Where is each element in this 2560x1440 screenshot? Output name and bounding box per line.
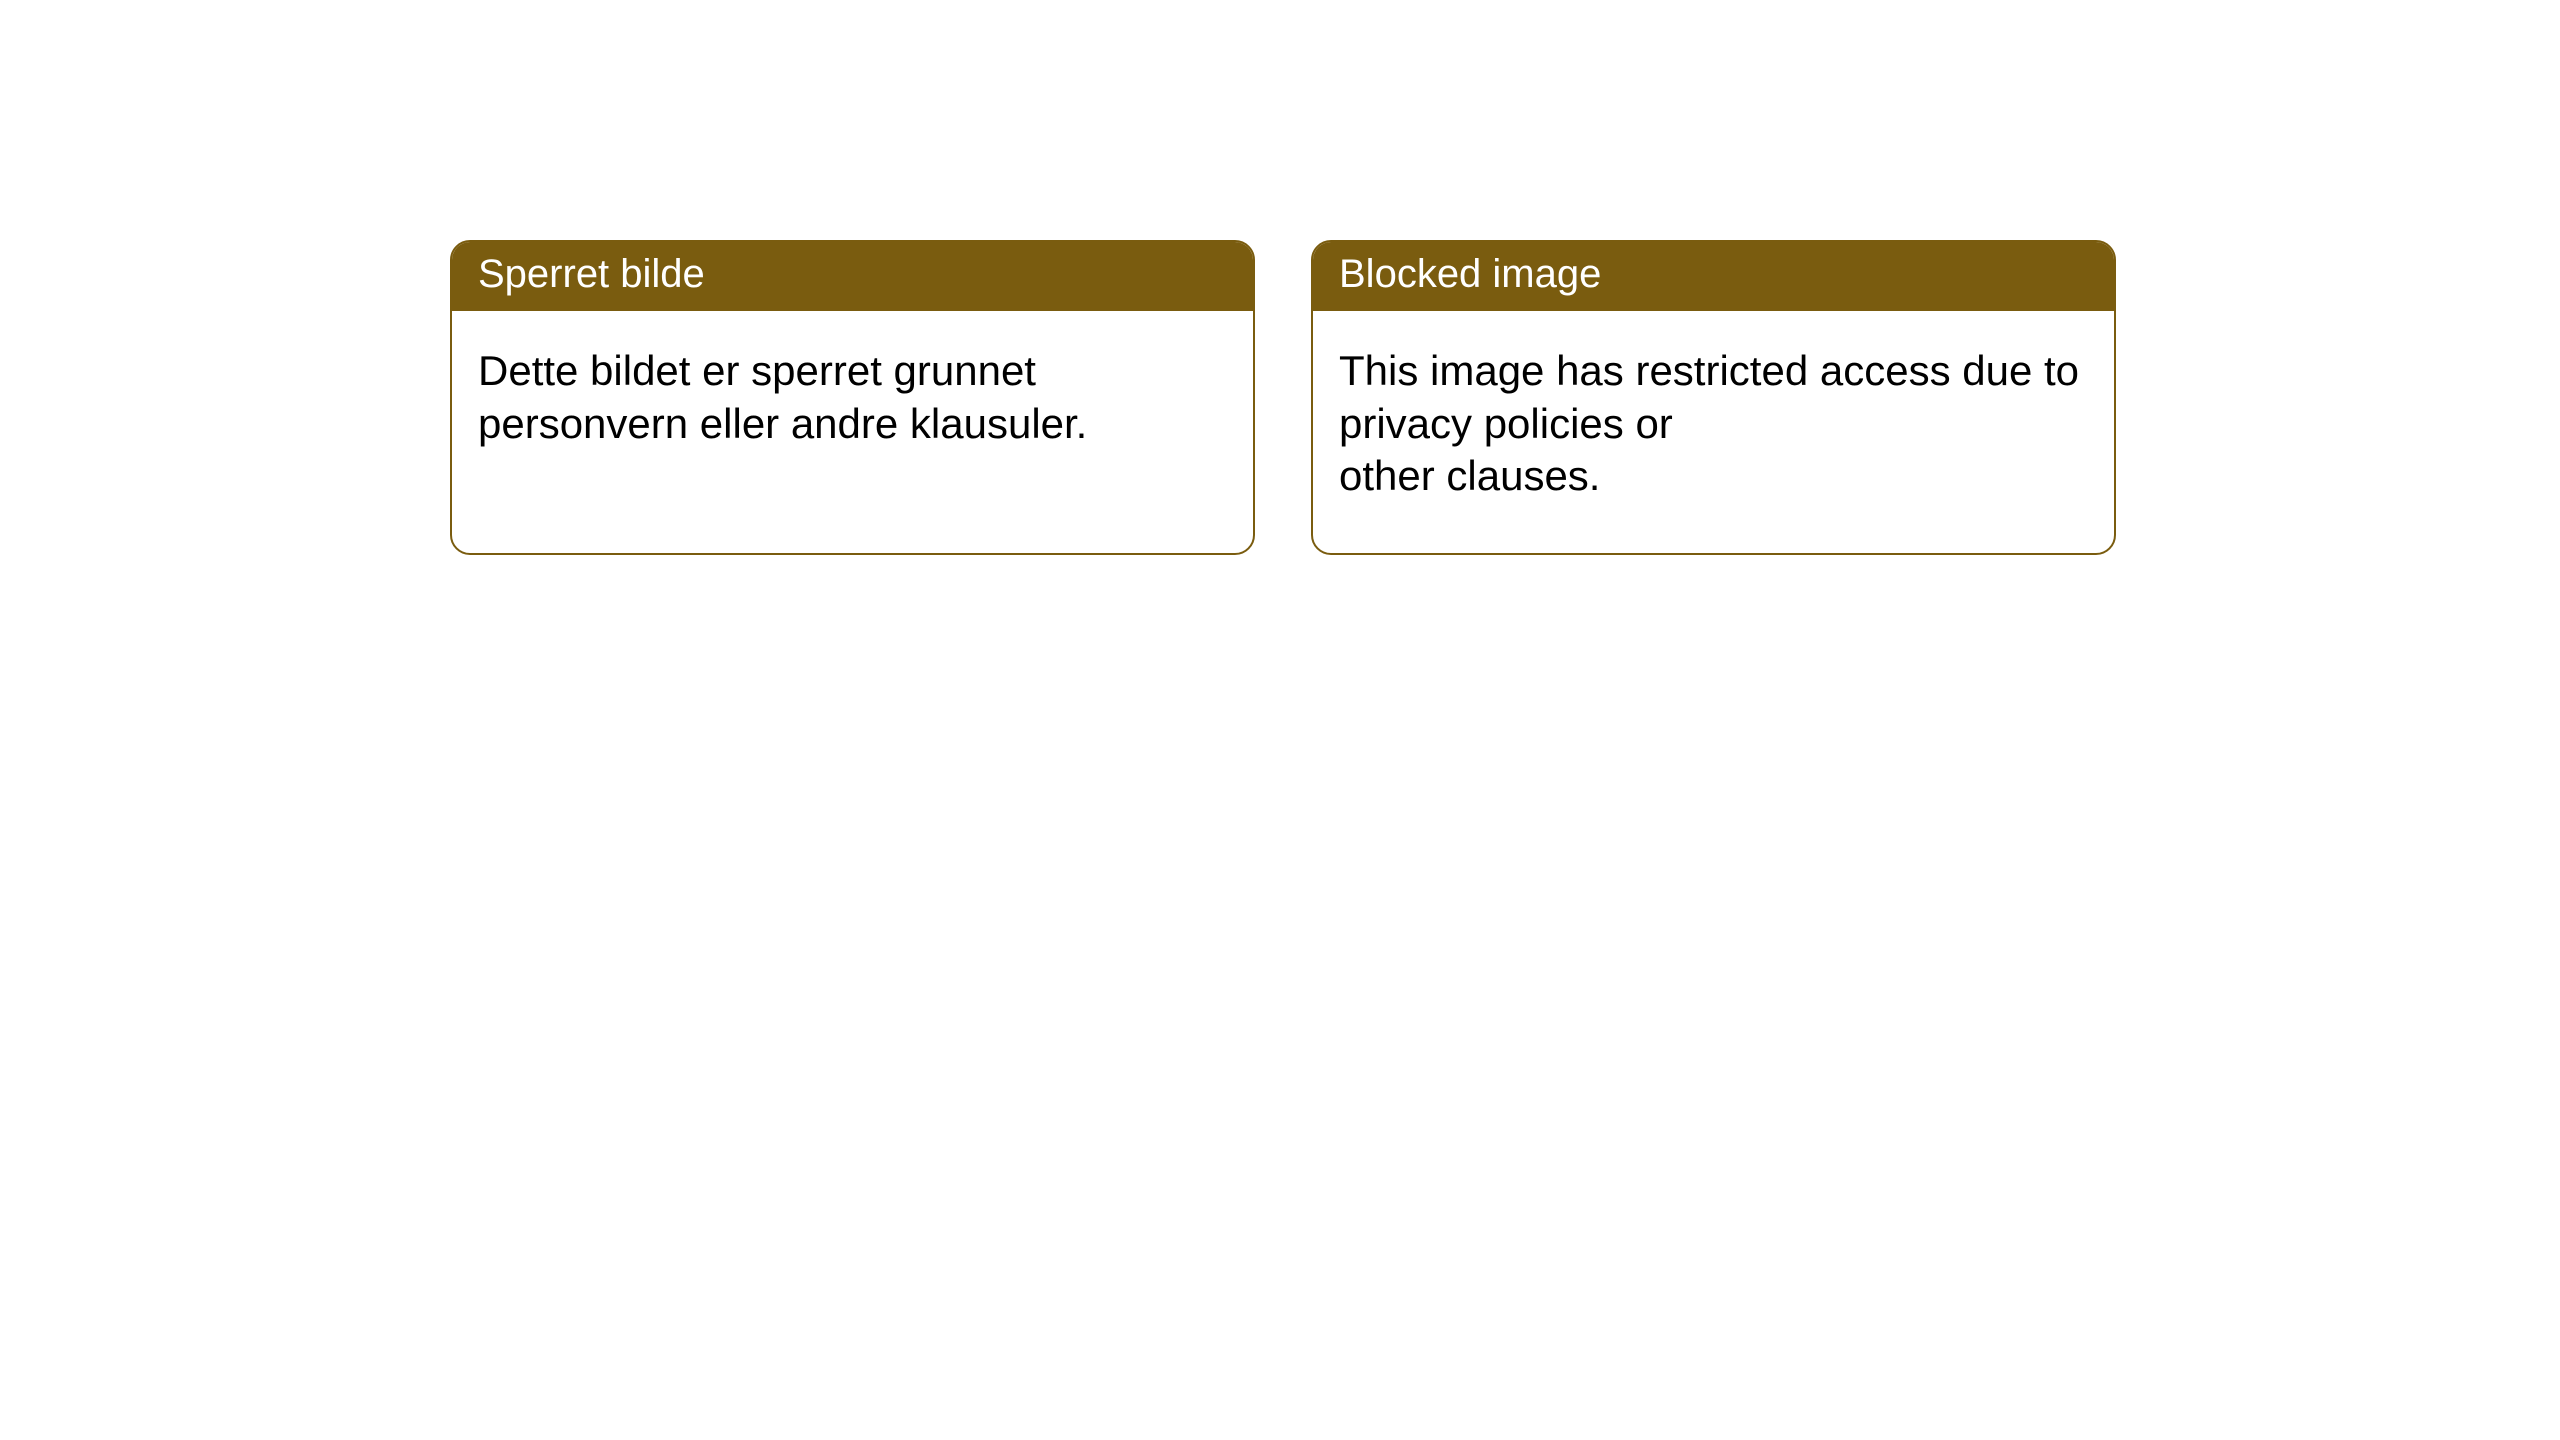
notice-card-title: Sperret bilde [452,242,1253,311]
notice-card-body: This image has restricted access due to … [1313,311,2114,553]
notice-card-english: Blocked image This image has restricted … [1311,240,2116,555]
notice-card-norwegian: Sperret bilde Dette bildet er sperret gr… [450,240,1255,555]
notice-card-title: Blocked image [1313,242,2114,311]
notice-card-body: Dette bildet er sperret grunnet personve… [452,311,1253,551]
notice-cards-row: Sperret bilde Dette bildet er sperret gr… [450,240,2116,555]
